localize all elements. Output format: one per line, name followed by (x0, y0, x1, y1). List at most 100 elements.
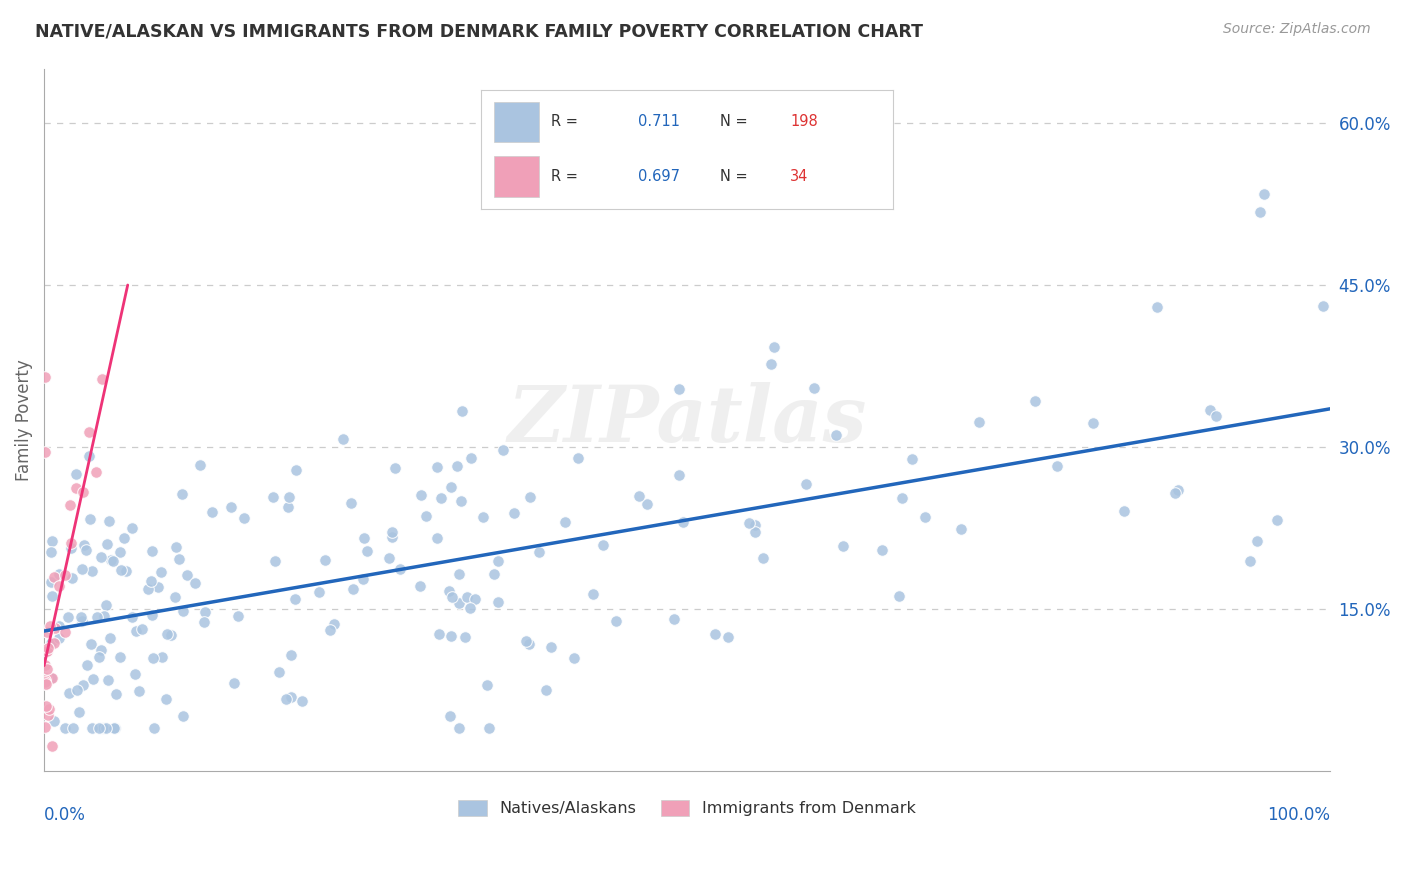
Point (80, 564, 103, 578)
Point (201, 505, 224, 519)
Point (831, 539, 853, 553)
Point (104, 721, 127, 735)
Point (636, 497, 658, 511)
Point (65, 467, 87, 482)
Point (451, 404, 474, 418)
Point (668, 383, 690, 397)
Point (98, 631, 121, 645)
Point (97, 673, 120, 687)
Point (339, 496, 361, 510)
Point (39, 636, 62, 650)
Point (112, 531, 135, 545)
Point (353, 531, 375, 545)
Point (280, 648, 302, 662)
Text: ZIPatlas: ZIPatlas (508, 382, 868, 458)
Point (34, 673, 56, 688)
Point (48, 632, 70, 646)
Point (96, 537, 118, 551)
Point (128, 684, 150, 698)
Point (42, 570, 65, 584)
Point (738, 516, 761, 530)
Point (41, 533, 63, 548)
Point (262, 490, 284, 504)
Point (87, 721, 110, 735)
Point (1167, 483, 1189, 497)
Point (553, 515, 575, 529)
Point (967, 415, 990, 429)
Point (1164, 485, 1187, 500)
Point (672, 516, 695, 530)
Point (150, 650, 173, 665)
Point (477, 678, 499, 692)
Point (486, 554, 509, 568)
Point (163, 590, 186, 604)
Point (381, 530, 404, 544)
Point (478, 721, 501, 735)
Point (188, 458, 211, 473)
Point (456, 591, 478, 605)
Point (34, 698, 56, 713)
Point (519, 490, 541, 504)
Point (150, 566, 173, 580)
Point (430, 491, 453, 505)
Point (34, 672, 56, 686)
Point (34, 677, 56, 691)
Point (80, 721, 103, 735)
Point (704, 627, 727, 641)
Point (870, 542, 893, 557)
Point (48, 579, 70, 593)
Point (291, 694, 314, 708)
Point (39, 575, 62, 590)
Point (825, 428, 848, 442)
Point (277, 500, 299, 515)
Point (121, 609, 143, 624)
Point (411, 488, 433, 502)
Point (110, 649, 132, 664)
Point (169, 552, 191, 566)
Point (160, 628, 183, 642)
Point (60, 571, 83, 585)
Point (887, 589, 910, 603)
Point (77, 449, 100, 463)
Point (76, 658, 98, 673)
Y-axis label: Family Poverty: Family Poverty (15, 359, 32, 481)
Point (103, 721, 125, 735)
Point (450, 493, 472, 508)
Point (763, 340, 786, 354)
Point (38, 702, 60, 716)
Point (471, 510, 494, 524)
Point (41, 739, 63, 753)
Point (53, 721, 76, 735)
Point (453, 630, 475, 644)
Point (73, 538, 96, 552)
Point (62, 721, 84, 735)
Point (592, 538, 614, 552)
Point (38, 619, 60, 633)
Text: 100.0%: 100.0% (1267, 806, 1330, 824)
Point (582, 587, 605, 601)
Point (751, 550, 773, 565)
Point (460, 450, 482, 465)
Point (308, 584, 330, 599)
Point (567, 450, 589, 465)
Point (429, 627, 451, 641)
Point (323, 616, 346, 631)
Point (80, 637, 103, 651)
Point (356, 544, 378, 558)
Point (37, 707, 59, 722)
Point (82, 672, 104, 686)
Point (1253, 186, 1275, 201)
Point (70, 562, 93, 576)
Point (142, 651, 165, 665)
Point (41, 589, 63, 603)
Point (34, 675, 56, 690)
Point (384, 460, 406, 475)
Point (536, 682, 558, 697)
Point (605, 614, 627, 628)
Point (94, 721, 117, 735)
Point (409, 579, 432, 593)
Point (426, 459, 449, 474)
Point (284, 592, 307, 607)
Point (1046, 458, 1069, 473)
Point (79, 511, 101, 525)
